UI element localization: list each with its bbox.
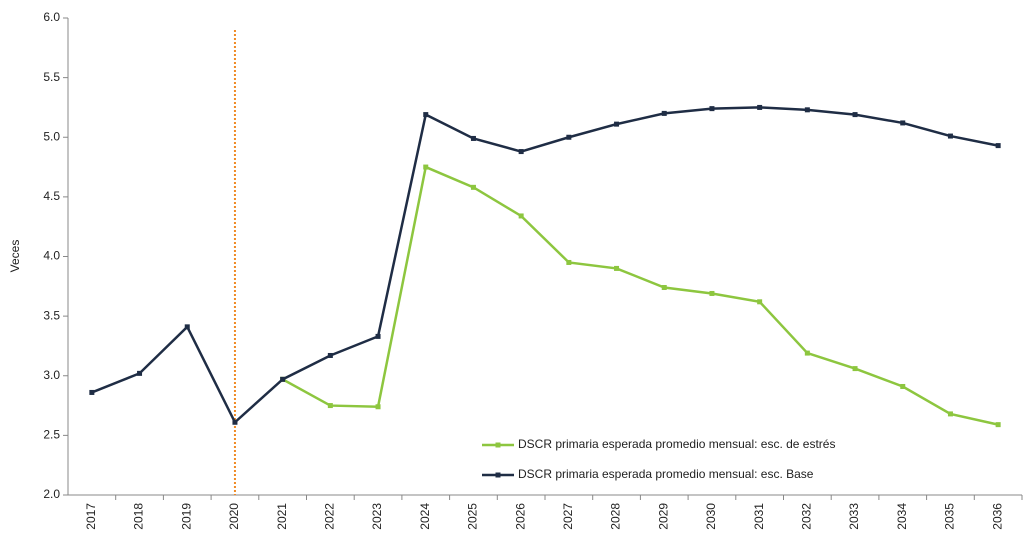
x-tick-label: 2035 <box>943 503 957 530</box>
x-tick-label: 2021 <box>275 503 289 530</box>
series-line <box>282 165 999 426</box>
y-tick-label: 2.5 <box>43 428 60 442</box>
legend-marker <box>495 442 501 448</box>
data-point <box>804 350 810 356</box>
data-point <box>947 411 953 417</box>
data-point <box>900 383 906 389</box>
data-point <box>518 213 524 219</box>
data-point <box>900 120 906 126</box>
y-tick-label: 4.5 <box>43 189 60 203</box>
x-tick-label: 2033 <box>847 503 861 530</box>
data-point <box>470 135 476 141</box>
x-tick-label: 2020 <box>227 503 241 530</box>
y-tick-label: 2.0 <box>43 487 60 501</box>
data-point <box>423 112 429 118</box>
x-tick-label: 2032 <box>800 503 814 530</box>
x-tick-label: 2019 <box>179 503 193 530</box>
data-point <box>184 324 190 330</box>
data-point <box>995 422 1001 428</box>
data-point <box>566 134 572 140</box>
x-tick-label: 2034 <box>895 503 909 530</box>
data-point <box>518 149 524 155</box>
data-point <box>614 121 620 127</box>
x-tick-label: 2017 <box>84 503 98 530</box>
data-point <box>232 419 238 425</box>
data-point <box>947 133 953 139</box>
data-point <box>852 366 858 372</box>
data-point <box>995 143 1001 149</box>
x-tick-label: 2022 <box>323 503 337 530</box>
data-point <box>327 352 333 358</box>
data-point <box>614 265 620 271</box>
data-point <box>804 107 810 113</box>
data-point <box>280 376 286 382</box>
x-tick-label: 2024 <box>418 503 432 530</box>
x-tick-label: 2036 <box>990 503 1004 530</box>
data-point <box>423 164 429 170</box>
y-tick-label: 5.0 <box>43 129 60 143</box>
x-tick-label: 2030 <box>704 503 718 530</box>
data-point <box>852 112 858 118</box>
data-point <box>566 259 572 265</box>
y-tick-label: 6.0 <box>43 10 60 24</box>
x-tick-label: 2031 <box>752 503 766 530</box>
legend-label: DSCR primaria esperada promedio mensual:… <box>518 467 814 481</box>
data-point <box>375 404 381 410</box>
y-tick-label: 3.0 <box>43 368 60 382</box>
data-point <box>709 106 715 112</box>
y-tick-label: 5.5 <box>43 70 60 84</box>
data-point <box>661 285 667 291</box>
x-tick-label: 2026 <box>513 503 527 530</box>
data-point <box>470 184 476 190</box>
data-point <box>661 110 667 116</box>
legend-label: DSCR primaria esperada promedio mensual:… <box>518 437 835 451</box>
data-point <box>757 299 763 305</box>
data-point <box>327 403 333 409</box>
x-tick-label: 2023 <box>370 503 384 530</box>
series-line <box>91 106 999 425</box>
data-point <box>375 333 381 339</box>
y-axis-label: Veces <box>8 240 22 273</box>
data-point <box>757 104 763 110</box>
x-tick-label: 2018 <box>132 503 146 530</box>
x-tick-label: 2028 <box>609 503 623 530</box>
x-tick-label: 2025 <box>466 503 480 530</box>
y-tick-label: 4.0 <box>43 249 60 263</box>
y-tick-label: 3.5 <box>43 308 60 322</box>
data-point <box>89 389 95 395</box>
x-tick-label: 2027 <box>561 503 575 530</box>
data-point <box>709 290 715 296</box>
legend-marker <box>495 472 501 478</box>
x-tick-label: 2029 <box>656 503 670 530</box>
data-point <box>137 370 143 376</box>
